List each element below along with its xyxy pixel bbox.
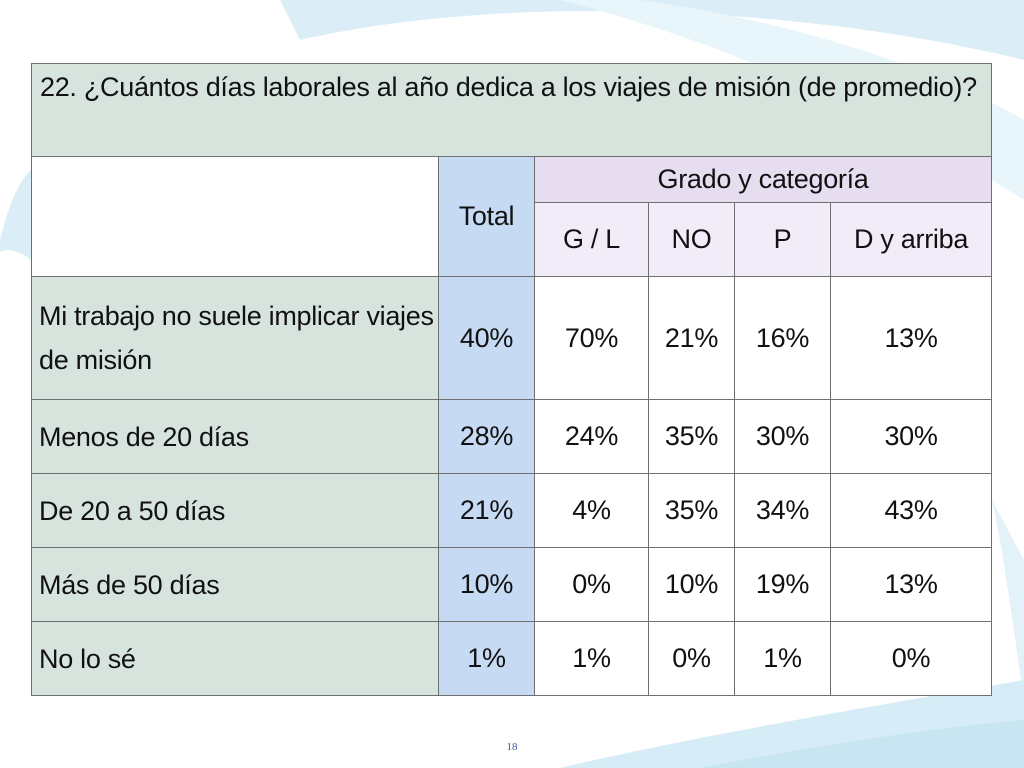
value-no: 35% <box>648 473 735 548</box>
value-d-y-arriba: 13% <box>829 276 993 400</box>
page-number: 18 <box>506 741 518 753</box>
grade-category-header: Grado y categoría <box>533 156 993 203</box>
value-d-y-arriba: 0% <box>829 621 993 696</box>
total-value: 10% <box>438 547 535 622</box>
survey-table: 22. ¿Cuántos días laborales al año dedic… <box>30 63 993 696</box>
value-p: 30% <box>734 399 831 474</box>
total-value: 1% <box>438 621 535 696</box>
subheader-gl: G / L <box>534 202 649 277</box>
table-row: No lo sé 1% 1% 0% 1% 0% <box>31 621 993 696</box>
table-row: Mi trabajo no suele implicar viajes de m… <box>31 276 993 400</box>
value-gl: 70% <box>534 276 649 400</box>
value-p: 19% <box>734 547 831 622</box>
value-no: 21% <box>648 276 735 400</box>
value-p: 1% <box>734 621 831 696</box>
total-value: 21% <box>438 473 535 548</box>
subheader-p: P <box>734 202 831 277</box>
total-value: 28% <box>438 399 535 474</box>
value-gl: 24% <box>534 399 649 474</box>
value-d-y-arriba: 30% <box>829 399 993 474</box>
value-gl: 4% <box>534 473 649 548</box>
row-label: No lo sé <box>31 621 439 696</box>
total-header: Total <box>438 156 535 277</box>
table-row: De 20 a 50 días 21% 4% 35% 34% 43% <box>31 473 993 548</box>
table-row: Más de 50 días 10% 0% 10% 19% 13% <box>31 547 993 622</box>
value-no: 0% <box>648 621 735 696</box>
value-gl: 1% <box>534 621 649 696</box>
row-label: Menos de 20 días <box>31 399 439 474</box>
value-no: 10% <box>648 547 735 622</box>
value-gl: 0% <box>534 547 649 622</box>
value-d-y-arriba: 43% <box>829 473 993 548</box>
value-d-y-arriba: 13% <box>829 547 993 622</box>
row-label: Mi trabajo no suele implicar viajes de m… <box>31 276 439 400</box>
table-row: Menos de 20 días 28% 24% 35% 30% 30% <box>31 399 993 474</box>
total-value: 40% <box>438 276 535 400</box>
subheader-d-y-arriba: D y arriba <box>829 202 993 277</box>
row-label: De 20 a 50 días <box>31 473 439 548</box>
value-no: 35% <box>648 399 735 474</box>
value-p: 16% <box>734 276 831 400</box>
blank-corner-cell <box>31 156 439 277</box>
row-label: Más de 50 días <box>31 547 439 622</box>
value-p: 34% <box>734 473 831 548</box>
question-title: 22. ¿Cuántos días laborales al año dedic… <box>30 63 993 157</box>
subheader-no: NO <box>648 202 735 277</box>
